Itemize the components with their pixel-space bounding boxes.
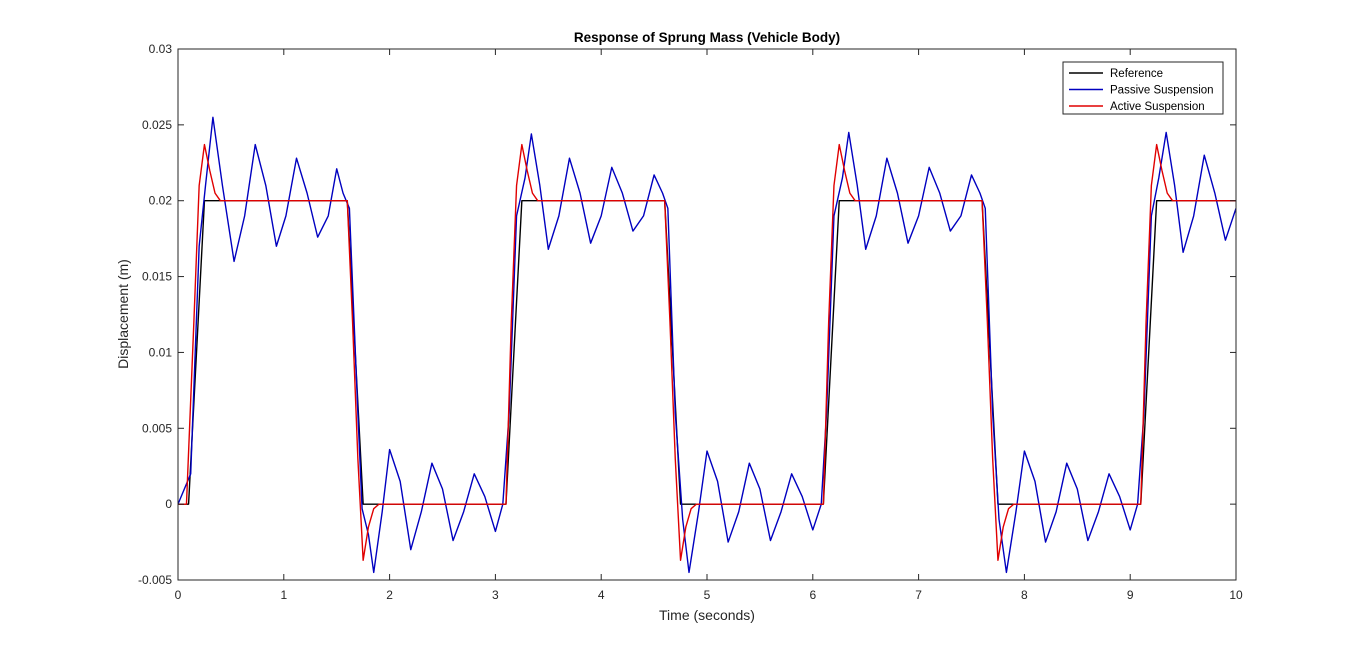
- y-axis-label: Displacement (m): [115, 259, 131, 369]
- x-tick-label: 0: [175, 588, 182, 602]
- x-tick-label: 3: [492, 588, 499, 602]
- y-tick-label: 0.005: [142, 421, 172, 435]
- x-tick-label: 5: [704, 588, 711, 602]
- x-tick-label: 10: [1229, 588, 1243, 602]
- legend: Reference Passive Suspension Active Suspen…: [1062, 61, 1224, 115]
- legend-label-active-suspension: Active Suspension: [1110, 101, 1205, 113]
- series-group: [178, 116, 1236, 574]
- y-tick-label: 0.03: [149, 42, 173, 56]
- x-tick-label: 2: [386, 588, 393, 602]
- y-tick-label: 0.02: [149, 194, 173, 208]
- x-tick-label: 8: [1021, 588, 1028, 602]
- x-tick-label: 4: [598, 588, 605, 602]
- x-tick-label: 9: [1127, 588, 1134, 602]
- series-line-passive-suspension: [178, 116, 1236, 574]
- y-tick-label: 0.025: [142, 118, 172, 132]
- y-tick-label: -0.005: [138, 573, 172, 587]
- series-line-active-suspension: [178, 143, 1236, 561]
- x-tick-label: 1: [280, 588, 287, 602]
- y-tick-label: 0.015: [142, 270, 172, 284]
- plot-area: 0 1 2 3 4 5 6 7 8 9 10-0.00500.0050.010.0150.020.0…: [138, 42, 1243, 602]
- x-tick-label: 6: [809, 588, 816, 602]
- y-tick-label: 0.01: [149, 345, 173, 359]
- legend-label-reference: Reference: [1110, 68, 1163, 80]
- x-axis-label: Time (seconds): [659, 607, 755, 623]
- y-tick-label: 0: [165, 497, 172, 511]
- chart-title: Response of Sprung Mass (Vehicle Body): [574, 30, 840, 45]
- x-tick-label: 7: [915, 588, 922, 602]
- plot-background: [178, 49, 1236, 580]
- legend-label-passive-suspension: Passive Suspension: [1110, 85, 1214, 97]
